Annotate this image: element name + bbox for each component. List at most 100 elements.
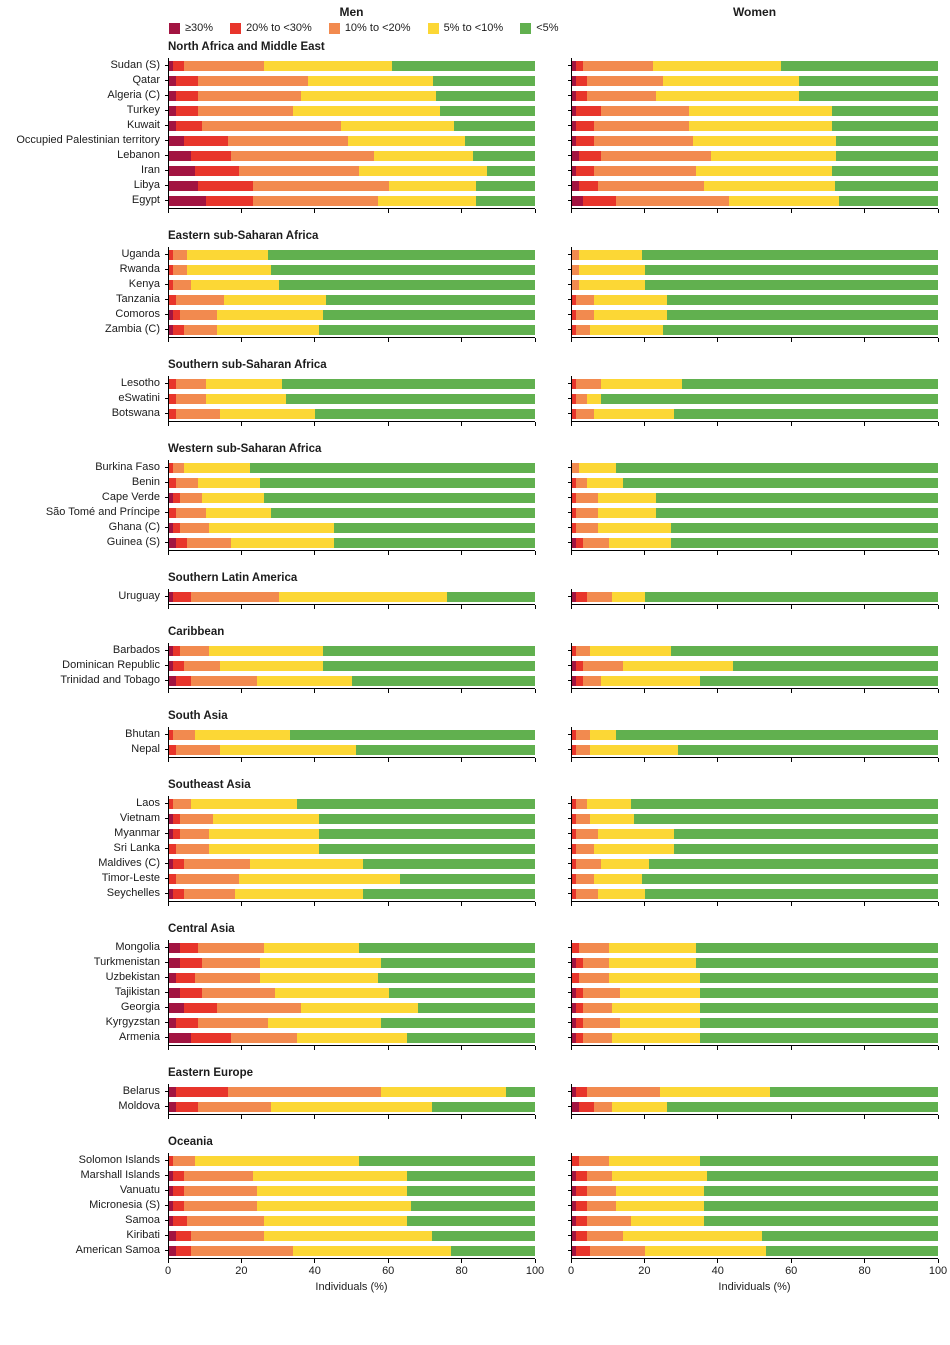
bar-segment	[286, 393, 535, 404]
bar-segment	[169, 888, 173, 899]
bar-segment	[575, 492, 598, 503]
bar-segment	[169, 249, 173, 260]
bar-segment	[234, 888, 363, 899]
stacked-bar-men	[169, 1215, 535, 1226]
country-label: Uzbekistan	[105, 971, 160, 983]
x-axis-tick	[534, 338, 536, 342]
bar-row	[165, 742, 535, 757]
bar-segment	[582, 660, 624, 671]
x-axis-ticks	[167, 1046, 536, 1051]
bar-segment	[575, 744, 591, 755]
plot-area-women	[568, 376, 938, 422]
y-axis-tick	[165, 1190, 169, 1191]
stacked-bar-men	[169, 828, 535, 839]
y-axis-tick	[568, 650, 572, 651]
bar-segment	[172, 591, 191, 602]
plot-area-men	[165, 643, 535, 689]
bar-segment	[798, 75, 938, 86]
panel-men	[165, 940, 536, 1051]
bar-segment	[597, 828, 675, 839]
bar-segment	[575, 987, 583, 998]
bar-segment	[169, 1230, 177, 1241]
bar-segment	[201, 987, 276, 998]
bar-segment	[572, 1086, 576, 1097]
country-label: Kenya	[128, 278, 160, 290]
bar-segment	[700, 675, 938, 686]
bar-segment	[392, 60, 535, 71]
y-axis-tick	[568, 977, 572, 978]
bar-segment	[169, 324, 173, 335]
bar-segment	[835, 180, 938, 191]
bar-segment	[169, 105, 177, 116]
plot-area-men	[165, 460, 535, 551]
legend: ≥30% 20% to <30% 10% to <20% 5% to <10% <5%	[168, 22, 938, 34]
bar-row	[568, 1153, 938, 1168]
x-axis-tick	[534, 605, 536, 609]
bar-segment	[597, 507, 657, 518]
stacked-bar-men	[169, 477, 535, 488]
bar-segment	[190, 1245, 294, 1256]
x-axis-tick	[937, 422, 939, 426]
bar-segment	[172, 888, 184, 899]
bar-segment	[183, 462, 250, 473]
bar-segment	[575, 75, 587, 86]
y-axis-tick	[568, 749, 572, 750]
bar-segment	[608, 972, 701, 983]
stacked-bar-women	[572, 492, 938, 503]
bar-segment	[190, 798, 298, 809]
stacked-bar-men	[169, 309, 535, 320]
bar-segment	[271, 1101, 433, 1112]
bar-segment	[572, 90, 576, 101]
y-axis-tick	[165, 140, 169, 141]
bar-segment	[575, 888, 598, 899]
bar-segment	[187, 249, 268, 260]
stacked-bar-women	[572, 987, 938, 998]
bar-row	[568, 163, 938, 178]
bar-segment	[293, 105, 440, 116]
bar-segment	[575, 393, 587, 404]
bar-segment	[663, 324, 938, 335]
bar-segment	[572, 1230, 576, 1241]
y-axis-tick	[165, 878, 169, 879]
country-label: Vietnam	[119, 812, 160, 824]
y-axis-tick	[568, 1022, 572, 1023]
x-axis-tick	[717, 209, 719, 213]
stacked-bar-women	[572, 729, 938, 740]
x-axis-tick-label: 20	[638, 1265, 651, 1277]
bar-segment	[575, 1086, 587, 1097]
bar-row	[568, 658, 938, 673]
x-axis-tick	[570, 1046, 572, 1050]
bar-segment	[253, 180, 389, 191]
y-axis-tick	[165, 1106, 169, 1107]
bar-segment	[586, 75, 664, 86]
y-axis-tick	[568, 893, 572, 894]
bar-segment	[198, 180, 254, 191]
bar-row	[165, 193, 535, 208]
bar-segment	[798, 90, 938, 101]
bar-segment	[572, 843, 576, 854]
bar-row	[165, 940, 535, 955]
x-axis-tick	[717, 1259, 719, 1263]
y-axis-tick	[568, 269, 572, 270]
y-axis-tick	[165, 329, 169, 330]
bar-segment	[572, 60, 576, 71]
bar-segment	[572, 120, 576, 131]
bar-row	[165, 103, 535, 118]
bar-segment	[359, 165, 488, 176]
column-headers: Men Women	[4, 5, 940, 19]
y-axis-tick	[165, 95, 169, 96]
country-label: Kyrgyzstan	[105, 1016, 160, 1028]
stacked-bar-women	[572, 957, 938, 968]
bar-segment	[362, 888, 535, 899]
stacked-bar-women	[572, 1170, 938, 1181]
stacked-bar-men	[169, 645, 535, 656]
country-label: Georgia	[120, 1001, 160, 1013]
bar-segment	[645, 279, 938, 290]
bar-row	[165, 1099, 535, 1114]
bar-segment	[572, 645, 576, 656]
stacked-bar-women	[572, 60, 938, 71]
bar-segment	[436, 90, 535, 101]
bar-row	[165, 871, 535, 886]
bar-segment	[593, 408, 675, 419]
bar-segment	[575, 165, 594, 176]
